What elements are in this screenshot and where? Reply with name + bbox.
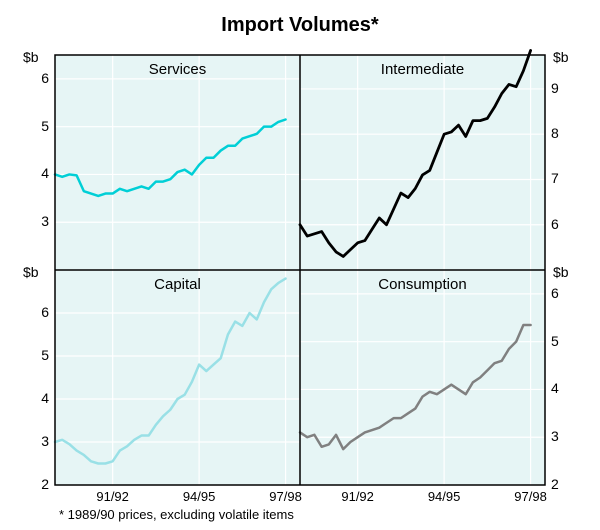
panel-title-consumption: Consumption: [343, 276, 503, 293]
plot-svg: [0, 0, 600, 530]
x-tick-label: 91/92: [330, 489, 386, 504]
chart-footnote: * 1989/90 prices, excluding volatile ite…: [59, 507, 294, 522]
x-tick-label: 94/95: [416, 489, 472, 504]
unit-label: $b: [553, 49, 569, 65]
y-tick-label: 3: [0, 433, 49, 449]
x-tick-label: 97/98: [258, 489, 314, 504]
y-tick-label: 8: [551, 125, 559, 141]
panel-title-services: Services: [98, 61, 258, 78]
y-tick-label: 6: [0, 70, 49, 86]
y-tick-label: 5: [551, 333, 559, 349]
y-tick-label: 7: [551, 170, 559, 186]
y-tick-label: 9: [551, 80, 559, 96]
y-tick-label: 5: [0, 118, 49, 134]
y-tick-label: 6: [551, 216, 559, 232]
x-tick-label: 97/98: [503, 489, 559, 504]
y-tick-label: 4: [551, 380, 559, 396]
panel-title-intermediate: Intermediate: [343, 61, 503, 78]
x-tick-label: 91/92: [85, 489, 141, 504]
unit-label: $b: [23, 49, 39, 65]
y-tick-label: 6: [0, 304, 49, 320]
y-tick-label: 3: [551, 428, 559, 444]
unit-label: $b: [553, 264, 569, 280]
y-tick-label: 6: [551, 285, 559, 301]
y-tick-label: 4: [0, 390, 49, 406]
chart-container: Import Volumes* * 1989/90 prices, exclud…: [0, 0, 600, 530]
y-tick-label: 2: [0, 476, 49, 492]
unit-label: $b: [23, 264, 39, 280]
y-tick-label: 5: [0, 347, 49, 363]
y-tick-label: 3: [0, 213, 49, 229]
panel-title-capital: Capital: [98, 276, 258, 293]
x-tick-label: 94/95: [171, 489, 227, 504]
y-tick-label: 4: [0, 165, 49, 181]
